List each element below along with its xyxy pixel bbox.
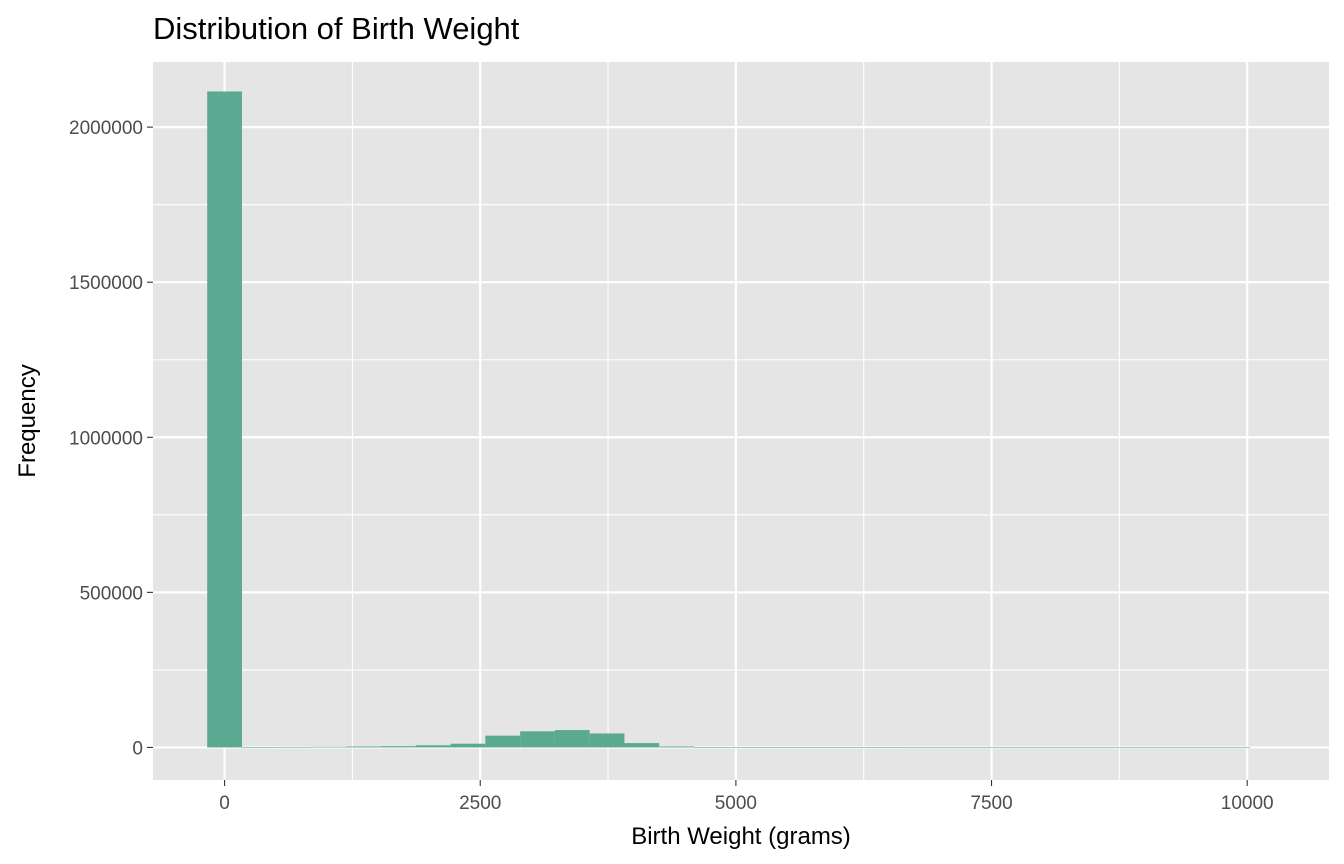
y-axis: 0 500000 1000000 1500000 2000000 xyxy=(69,118,153,759)
histogram-bar xyxy=(833,747,868,749)
histogram-bar xyxy=(554,730,590,748)
x-tick-label: 10000 xyxy=(1221,793,1274,814)
histogram-bar xyxy=(241,747,277,748)
histogram-bar xyxy=(937,747,973,749)
histogram-bar xyxy=(207,91,242,748)
histogram-bar xyxy=(276,746,312,748)
histogram-bars xyxy=(207,91,1251,749)
histogram-bar xyxy=(415,745,451,748)
y-axis-title: Frequency xyxy=(14,364,41,477)
histogram-bar xyxy=(798,747,834,748)
histogram-bar xyxy=(763,747,799,748)
x-axis: 0 2500 5000 7500 10000 xyxy=(219,780,1274,814)
histogram-bar xyxy=(485,735,521,748)
y-tick-label: 1000000 xyxy=(69,428,143,449)
histogram-bar xyxy=(902,747,938,749)
histogram-bar xyxy=(1006,747,1042,749)
histogram-bar xyxy=(311,746,347,748)
x-tick-label: 5000 xyxy=(715,793,757,814)
x-tick-label: 2500 xyxy=(459,793,501,814)
histogram-bar xyxy=(1215,747,1251,749)
x-axis-title: Birth Weight (grams) xyxy=(631,823,851,850)
histogram-bar xyxy=(450,743,486,748)
y-tick-label: 1500000 xyxy=(69,273,143,294)
histogram-bar xyxy=(693,747,729,748)
x-tick-label: 7500 xyxy=(970,793,1012,814)
plot-panel xyxy=(153,62,1329,780)
minor-gridlines xyxy=(153,62,1329,780)
y-tick-label: 2000000 xyxy=(69,118,143,139)
histogram-bar xyxy=(1041,747,1077,749)
histogram-bar xyxy=(1076,747,1112,749)
histogram-bar xyxy=(659,746,694,748)
histogram-bar xyxy=(728,747,764,748)
y-tick-label: 500000 xyxy=(80,583,143,604)
histogram-bar xyxy=(1111,747,1146,749)
histogram-bar xyxy=(346,746,382,748)
histogram-bar xyxy=(1180,747,1216,749)
histogram-bar xyxy=(972,747,1007,749)
y-tick-label: 0 xyxy=(132,738,143,759)
histogram-bar xyxy=(867,747,903,749)
x-tick-label: 0 xyxy=(219,793,230,814)
histogram-bar xyxy=(381,746,416,748)
histogram-bar xyxy=(589,733,625,748)
chart-title: Distribution of Birth Weight xyxy=(153,11,520,46)
histogram-bar xyxy=(520,731,555,748)
histogram-bar xyxy=(1145,747,1181,749)
histogram-bar xyxy=(624,743,660,748)
